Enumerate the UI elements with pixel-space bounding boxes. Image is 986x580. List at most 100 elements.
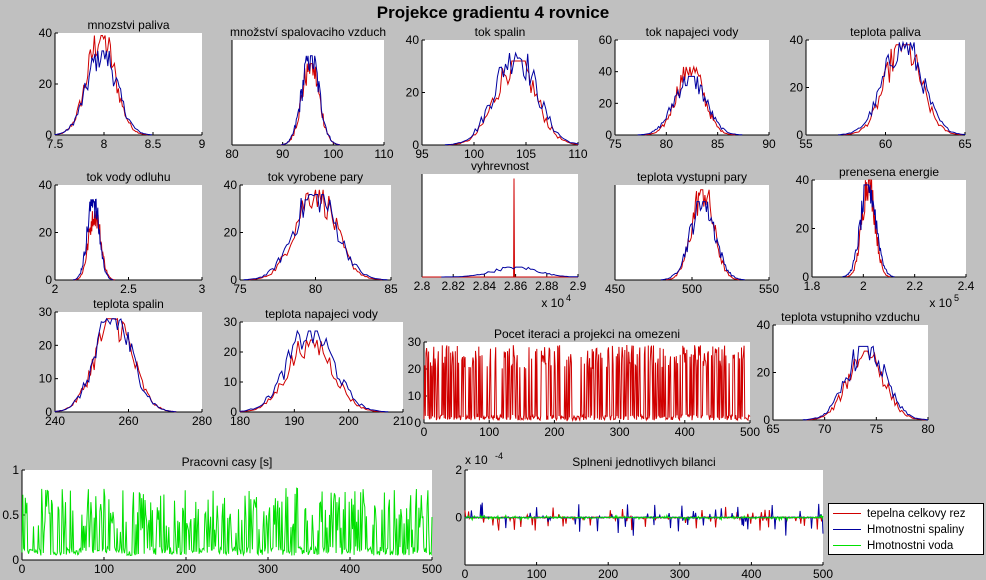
chart-title: Pocet iteraci a projekci na omezeni [494,327,680,341]
y-tick-label: 40 [796,173,810,187]
chart-title: množství spalovaciho vzduch [230,25,386,39]
y-tick-label: 20 [224,345,238,359]
y-tick-label: 0 [763,413,770,427]
legend-item-spaliny: Hmotnostni spaliny [833,522,964,537]
series-line-1 [73,198,114,281]
x-tick-label: 55 [799,137,813,151]
series-line-0 [448,60,579,146]
x-tick-label: 80 [921,422,935,436]
y-tick-label: 1 [12,463,19,477]
y-tick-label: 20 [757,366,771,380]
series-line-1 [842,184,895,278]
x-tick-label: 0 [462,567,469,580]
x-tick-label: 105 [516,147,536,161]
legend-item-voda: Hmotnostni voda [833,538,953,553]
y-tick-label: 2 [455,463,462,477]
series-line-0 [423,344,751,423]
x-tick-label: 60 [879,137,893,151]
x-tick-label: 500 [813,567,833,580]
y-tick-label: 10 [39,372,53,386]
x-tick-label: 0 [421,425,428,439]
x-tick-label: 8 [101,137,108,151]
x-tick-label: 1.8 [804,279,821,293]
x-tick-label: 280 [192,414,212,428]
y-tick-label: 0 [12,553,19,567]
x-tick-label: 500 [682,282,702,296]
x-tick-label: 210 [393,414,413,428]
y-multiplier: x 10 [465,453,488,467]
chart-title: Splneni jednotlivych bilanci [572,455,715,469]
y-tick-label: 40 [406,33,420,47]
chart-title: vyhrevnost [471,159,530,173]
legend: tepelna celkovy rez Hmotnostni spaliny H… [828,503,984,555]
x-exponent: 5 [954,293,959,303]
chart-title: tok spalin [475,25,526,39]
x-tick-label: 2.5 [120,282,137,296]
x-tick-label: 100 [94,562,114,576]
series-line-1 [54,317,177,413]
x-tick-label: 2.88 [535,279,559,293]
x-tick-label: 85 [384,282,398,296]
x-tick-label: 500 [422,562,442,576]
x-tick-label: 80 [660,137,674,151]
series-line-1 [637,75,743,136]
x-tick-label: 450 [605,282,625,296]
figure-title: Projekce gradientu 4 rovnice [376,3,610,22]
x-tick-label: 7.5 [47,137,64,151]
y-tick-label: 0 [455,511,462,525]
plot-area [615,40,769,135]
x-tick-label: 400 [340,562,360,576]
x-tick-label: 400 [741,567,761,580]
y-tick-label: 0 [45,273,52,287]
plot-area [240,322,403,412]
series-line-0 [843,44,963,136]
x-tick-label: 200 [176,562,196,576]
x-tick-label: 300 [258,562,278,576]
x-tick-label: 2 [52,282,59,296]
y-tick-label: 20 [599,96,613,110]
y-tick-label: 0 [45,128,52,142]
series-line-0 [846,179,891,278]
x-tick-label: 85 [711,137,725,151]
x-tick-label: 75 [233,282,247,296]
plot-area [806,40,965,135]
y-tick-label: 0 [230,405,237,419]
series-line-1 [441,266,579,278]
y-exponent: -4 [495,451,503,461]
chart-title: tok vyrobene pary [268,170,363,184]
chart-title: teplota vstupniho vzduchu [781,310,920,324]
legend-item-tepelna: tepelna celkovy rez [833,506,965,521]
x-tick-label: 2.82 [442,279,466,293]
chart-title: tok napajeci vody [646,25,739,39]
y-tick-label: 40 [757,318,771,332]
x-multiplier: x 10 [541,296,564,310]
x-tick-label: 100 [479,425,499,439]
y-tick-label: 40 [790,33,804,47]
legend-label: Hmotnostni spaliny [867,523,965,536]
y-tick-label: 10 [224,375,238,389]
y-tick-label: 0 [230,273,237,287]
series-line-2 [464,513,824,523]
x-tick-label: 65 [958,137,972,151]
x-tick-label: 8.5 [145,137,162,151]
series-line-0 [248,189,383,281]
y-tick-label: 0 [45,405,52,419]
y-tick-label: 0 [796,128,803,142]
x-tick-label: 200 [598,567,618,580]
x-tick-label: 100 [527,567,547,580]
x-tick-label: 300 [610,425,630,439]
x-tick-label: 240 [45,414,65,428]
x-tick-label: 180 [230,414,250,428]
legend-label: Hmotnostni voda [867,539,954,552]
x-tick-label: 65 [766,422,780,436]
chart-title: teplota napajeci vody [265,307,378,321]
x-tick-label: 95 [415,147,429,161]
x-tick-label: 550 [759,282,779,296]
series-line-0 [21,487,433,557]
y-tick-label: 20 [224,226,238,240]
y-tick-label: 20 [796,222,810,236]
series-line-0 [644,64,736,136]
x-tick-label: 80 [309,282,323,296]
x-tick-label: 0 [19,562,26,576]
